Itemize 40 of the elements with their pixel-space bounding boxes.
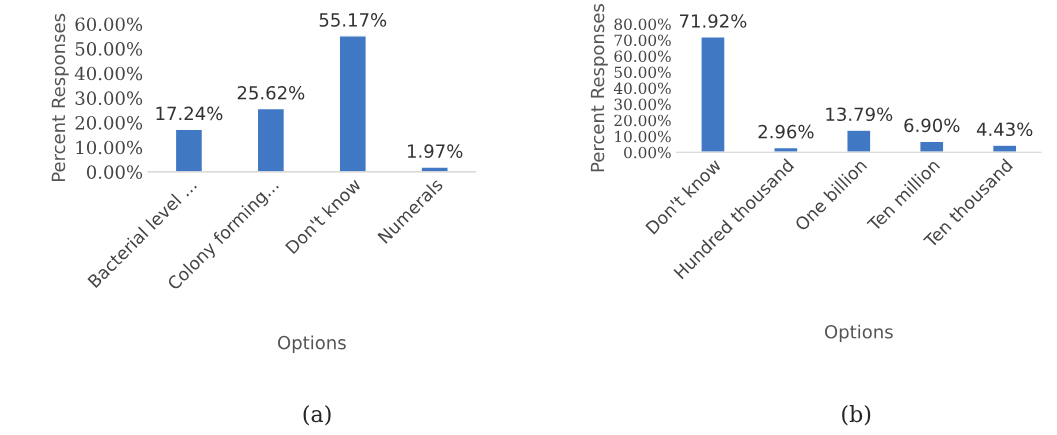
text: (a) <box>303 405 331 426</box>
text: (b) <box>842 405 871 426</box>
y-tick-label: 60.00% <box>75 17 143 32</box>
y-tick-label: 20.00% <box>75 115 143 130</box>
y-tick-label: 40.00% <box>613 82 671 95</box>
bar <box>846 129 872 153</box>
x-axis-title: Options <box>824 324 893 343</box>
data-label: 1.97% <box>408 144 463 158</box>
data-label: 71.92% <box>680 14 747 28</box>
y-axis-title: Percent Responses <box>590 4 608 172</box>
data-label: 25.62% <box>237 85 305 100</box>
data-label: 17.24% <box>156 106 223 121</box>
bar <box>174 128 204 172</box>
bar <box>991 144 1018 153</box>
y-tick-label: 20.00% <box>614 114 671 127</box>
data-label: 55.17% <box>319 13 387 27</box>
y-axis-title: Percent Responses <box>51 13 69 181</box>
y-tick-label: 70.00% <box>614 34 671 46</box>
data-label: 2.96% <box>758 124 814 139</box>
y-tick-label: 60.00% <box>614 50 671 63</box>
y-tick-label: 50.00% <box>75 42 143 56</box>
x-axis-title: Options <box>277 335 346 353</box>
bar <box>919 140 945 153</box>
y-tick-label: 0.00% <box>624 146 671 159</box>
y-tick-label: 50.00% <box>614 66 671 79</box>
y-tick-label: 40.00% <box>74 66 143 81</box>
y-tick-label: 30.00% <box>614 98 671 111</box>
data-label: 6.90% <box>904 118 960 133</box>
bar <box>420 166 449 172</box>
bar <box>773 146 799 153</box>
y-tick-label: 0.00% <box>86 165 143 179</box>
data-label: 4.43% <box>976 122 1033 137</box>
bar <box>256 107 286 172</box>
data-label: 13.79% <box>826 107 893 122</box>
bar <box>700 36 726 153</box>
y-tick-label: 10.00% <box>76 140 143 155</box>
bar <box>338 35 367 172</box>
y-tick-label: 30.00% <box>75 91 143 105</box>
y-tick-label: 10.00% <box>615 130 671 143</box>
y-tick-label: 80.00% <box>614 18 671 30</box>
